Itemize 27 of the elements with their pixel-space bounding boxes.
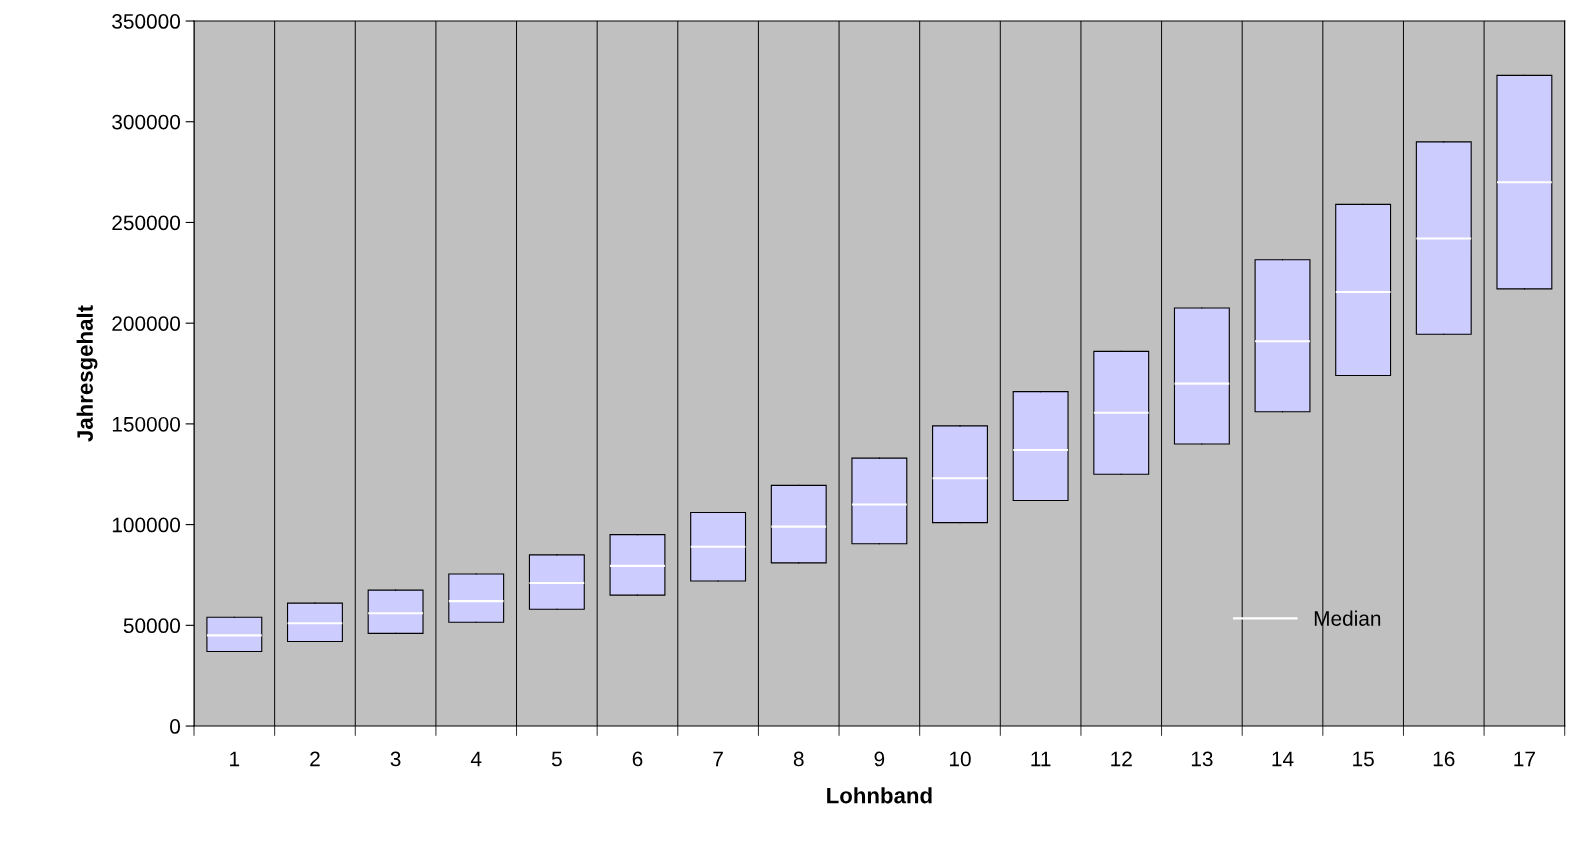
x-tick-label: 15 — [1353, 751, 1374, 767]
y-tick-label: 350000 — [112, 14, 181, 29]
x-tick-label: 14 — [1272, 751, 1294, 767]
x-tick-label: 7 — [713, 751, 723, 767]
x-tick-label: 2 — [310, 751, 320, 767]
y-tick-label: 150000 — [112, 416, 181, 432]
x-axis-title: Lohnband — [827, 787, 932, 804]
x-tick-label: 8 — [793, 751, 804, 767]
x-tick-label: 17 — [1514, 751, 1535, 767]
x-tick-label: 4 — [470, 751, 482, 767]
y-tick-label: 0 — [170, 719, 181, 734]
x-tick-label: 1 — [230, 751, 240, 767]
y-tick-label: 300000 — [112, 114, 181, 130]
x-tick-label: 9 — [874, 751, 885, 767]
y-tick-label: 200000 — [112, 316, 181, 331]
y-tick-label: 50000 — [123, 618, 181, 634]
y-axis-title: Jahresgehalt — [76, 305, 98, 442]
x-tick-label: 11 — [1031, 751, 1051, 767]
x-tick-label: 16 — [1433, 751, 1455, 767]
x-tick-label: 10 — [950, 751, 971, 767]
x-tick-label: 6 — [632, 751, 643, 767]
y-tick-label: 100000 — [112, 517, 181, 533]
x-tick-label: 5 — [551, 751, 562, 767]
x-tick-label: 13 — [1191, 751, 1213, 767]
x-tick-label: 12 — [1111, 751, 1132, 767]
x-tick-label: 3 — [390, 751, 401, 767]
y-tick-label: 250000 — [112, 215, 181, 231]
